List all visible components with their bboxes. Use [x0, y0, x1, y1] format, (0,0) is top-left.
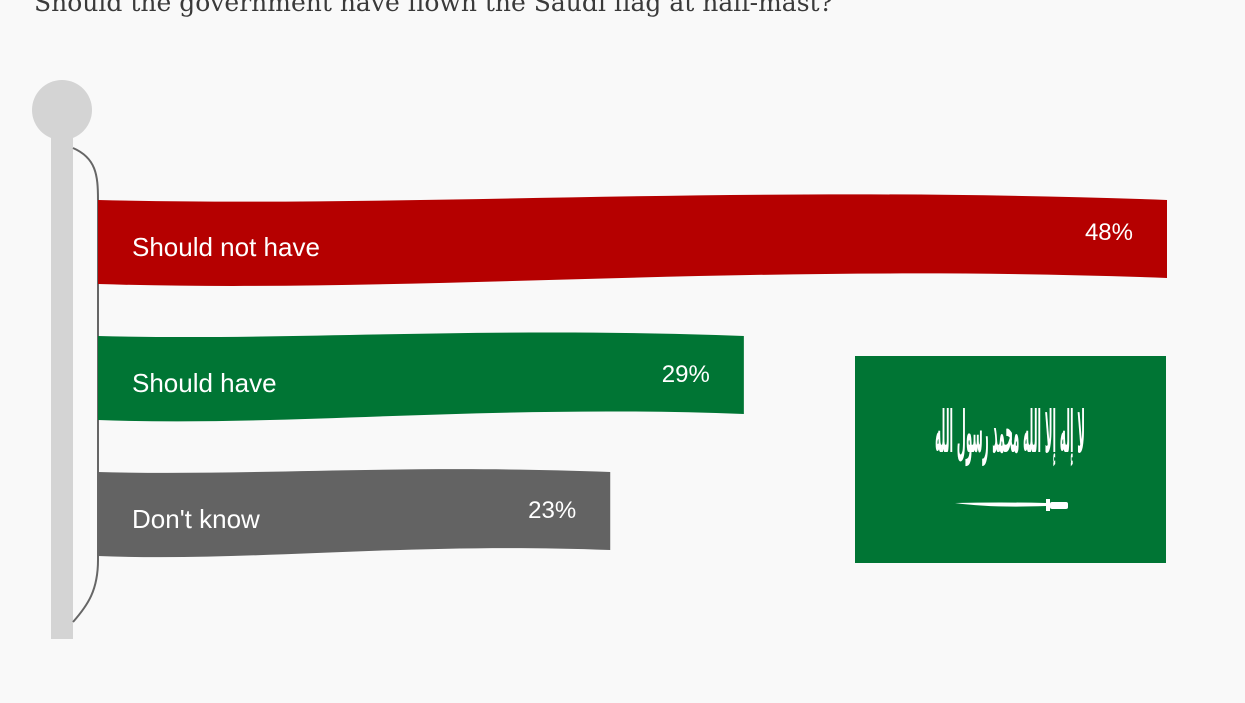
- saudi-flag-icon: لا إله إلا الله محمد رسول الله: [855, 356, 1166, 563]
- flag-field: [855, 356, 1166, 563]
- bar-value-2: 29%: [662, 361, 710, 388]
- sword-hilt: [1050, 502, 1068, 509]
- flagpole-icon: [32, 80, 99, 639]
- bar-label-3: Don't know: [132, 504, 260, 534]
- bar-3: [98, 469, 611, 558]
- flag-inscription: لا إله إلا الله محمد رسول الله: [935, 398, 1085, 467]
- bar-1: [98, 194, 1167, 286]
- flagpole-shaft: [51, 112, 73, 639]
- bar-label-1: Should not have: [132, 232, 320, 262]
- chart-title: Should the government have flown the Sau…: [34, 0, 833, 17]
- bar-2: [98, 332, 744, 422]
- bar-label-2: Should have: [132, 368, 277, 398]
- sword-blade: [955, 502, 1046, 507]
- bar-value-3: 23%: [528, 497, 576, 524]
- bar-value-1: 48%: [1085, 219, 1133, 246]
- flag-rope: [72, 147, 99, 623]
- bar-group: Should not have 48% Should have 29% Don't kn…: [98, 194, 1167, 558]
- flagpole-finial: [32, 80, 92, 140]
- sword-guard: [1046, 499, 1050, 511]
- sword-icon: [955, 499, 1068, 511]
